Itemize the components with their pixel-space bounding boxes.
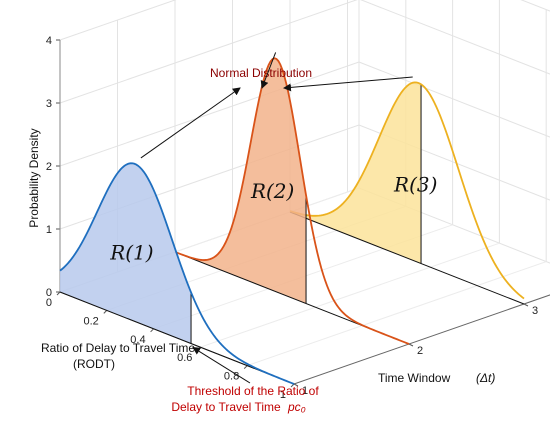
series-2: R(2) [174, 57, 410, 345]
threshold-label-line1: Threshold of the Ratio of [187, 384, 319, 398]
grid-line [358, 61, 550, 138]
y-axis-symbol: (Δt) [476, 371, 495, 385]
region-label-1: R(1) [109, 240, 153, 264]
y-tick-label: 3 [532, 305, 538, 317]
grid-line [520, 0, 550, 12]
grid-line [59, 0, 177, 41]
grid-line [247, 261, 547, 367]
region-label-3: R(3) [393, 172, 437, 196]
z-axis-label: Probability Density [27, 128, 41, 227]
y-tick-label: 1 [302, 385, 308, 397]
annotations: Normal Distribution Threshold of the Rat… [27, 52, 495, 414]
y-tick-label: 2 [417, 345, 423, 357]
x-tick-label: 0.8 [224, 371, 239, 383]
normal-distribution-label: Normal Distribution [210, 66, 312, 80]
x-tick-mark [150, 328, 154, 333]
grid-line [59, 61, 360, 167]
y-tick-mark [523, 303, 529, 307]
y-axis-line [293, 294, 550, 385]
normal-distribution-arrow [140, 87, 241, 159]
x-tick-mark [103, 310, 108, 314]
series-3: R(3) [289, 81, 525, 305]
threshold-arrow [192, 346, 251, 384]
series-curve-3 [289, 81, 525, 300]
region-fill-3 [290, 82, 422, 264]
y-axis-label: Time Window [378, 371, 451, 385]
y-tick-mark [408, 343, 414, 347]
series-baseline-3 [289, 211, 525, 305]
z-tick-label: 4 [46, 35, 52, 47]
grid-line [293, 294, 550, 385]
threshold-symbol: pc₀ [287, 400, 306, 414]
grid-line [59, 0, 358, 104]
series-group: R(3) R(2) R(1) [59, 57, 525, 385]
z-tick-label: 2 [46, 161, 52, 173]
y-tick-mark [293, 383, 299, 387]
x-tick-mark [56, 291, 61, 296]
x-axis-label-line2: (RODT) [73, 357, 115, 371]
series-curve-2 [174, 57, 410, 345]
threshold-label-line2: Delay to Travel Time [171, 400, 281, 414]
grid-line [200, 242, 500, 348]
region-fill-1 [60, 163, 192, 344]
series-curve-1 [59, 162, 295, 385]
x-tick-label: 1 [280, 389, 286, 401]
x-tick-mark [243, 365, 248, 369]
normal-distribution-arrow [283, 76, 413, 92]
region-label-2: R(2) [250, 179, 294, 203]
z-tick-label: 0 [46, 287, 52, 299]
x-tick-label: 0 [46, 297, 52, 309]
z-tick-label: 3 [46, 98, 52, 110]
grid-line [360, 0, 550, 75]
normal-distribution-arrow [260, 52, 277, 89]
z-tick-label: 1 [46, 224, 52, 236]
x-tick-label: 0.4 [130, 334, 145, 346]
region-fill-2 [175, 58, 307, 304]
x-tick-label: 0.2 [84, 315, 99, 327]
series-1: R(1) [59, 162, 295, 385]
x-axis-label-line1: Ratio of Delay to Travel Time [41, 341, 195, 355]
x-tick-mark [197, 346, 201, 351]
x-tick-label: 0.6 [177, 352, 192, 364]
